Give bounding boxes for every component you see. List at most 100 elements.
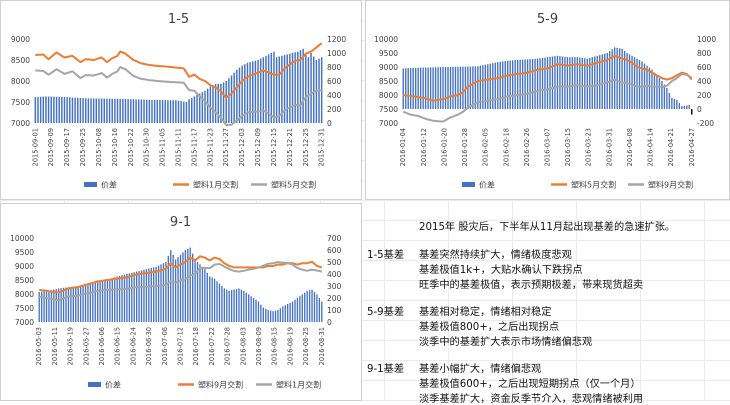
right-axis-tick-label: 600 xyxy=(327,246,342,255)
spread-bar xyxy=(159,99,161,123)
legend-label: 塑料1月交割 xyxy=(276,380,321,390)
spread-bar xyxy=(484,64,487,109)
x-axis-tick-label: 2016-05-03 xyxy=(35,327,43,365)
spread-bar xyxy=(150,268,152,322)
notes-line: 基差相对稳定，情绪相对稳定 xyxy=(419,307,552,318)
spread-bar xyxy=(492,63,494,109)
spread-bar xyxy=(66,97,68,123)
spread-bar xyxy=(666,88,668,109)
spread-bar xyxy=(170,250,172,322)
spread-bar xyxy=(509,60,511,109)
spread-bar xyxy=(477,66,479,109)
left-axis-tick-label: 9500 xyxy=(379,49,398,58)
x-axis-tick-label: 2015-09-25 xyxy=(79,128,87,166)
spread-bar xyxy=(164,100,166,123)
spread-bar xyxy=(596,55,598,109)
spread-bar xyxy=(174,259,177,322)
spread-bar xyxy=(79,98,82,123)
spread-bar xyxy=(100,98,103,123)
spread-bar xyxy=(469,66,472,109)
spread-bar xyxy=(656,75,658,109)
spread-bar xyxy=(111,278,113,322)
legend-label: 塑料5月交割 xyxy=(271,180,316,190)
spread-bar xyxy=(209,86,212,123)
spread-bar xyxy=(196,95,198,123)
x-axis-tick-label: 2016-08-19 xyxy=(286,327,294,365)
spread-bar xyxy=(209,276,211,322)
spread-bar xyxy=(564,56,566,109)
spread-bar xyxy=(133,272,135,322)
notes-line: 淡季中的基差扩大表示市场情绪偏悲观 xyxy=(419,337,593,348)
notes-line: 淡季基差扩大，资金反季节介入，悲观情绪被利用 xyxy=(419,394,644,405)
legend-label: 价差 xyxy=(101,180,117,190)
spread-bar xyxy=(185,102,188,123)
spread-bar xyxy=(156,99,159,123)
spread-bar xyxy=(179,254,182,322)
legend-swatch xyxy=(462,182,475,187)
spread-bar xyxy=(294,299,296,322)
spread-bar xyxy=(48,290,50,322)
spread-bar xyxy=(160,264,162,322)
spread-bar xyxy=(424,67,427,109)
spread-bar xyxy=(282,306,284,322)
spread-bar xyxy=(494,62,496,109)
spread-bar xyxy=(252,61,254,123)
spread-bar xyxy=(172,100,174,123)
spread-bar xyxy=(204,90,206,123)
x-axis-tick-label: 2016-02-18 xyxy=(502,128,510,166)
chart-panel-5-9: 5-9 7000 7500 8000 8500 9000 9500 10000 -200 0 200… xyxy=(365,0,730,200)
series-line xyxy=(35,66,322,127)
left-axis-tick-label: 7500 xyxy=(379,105,398,114)
spread-bar xyxy=(118,275,121,322)
spread-bar xyxy=(678,103,681,109)
right-axis-tick-label: 1000 xyxy=(327,49,346,58)
spread-bar xyxy=(442,67,444,109)
spread-bar xyxy=(539,58,541,109)
chart-title: 1-5 xyxy=(168,12,189,27)
series-line xyxy=(35,42,323,99)
spread-bar xyxy=(61,96,63,123)
left-axis-tick-label: 9000 xyxy=(379,63,398,72)
left-axis-tick-label: 7000 xyxy=(11,119,30,128)
spread-bar xyxy=(213,278,216,322)
spread-bar xyxy=(653,72,656,109)
spread-bar xyxy=(225,81,227,123)
spread-bar xyxy=(274,310,277,322)
spread-bar xyxy=(556,55,559,109)
spread-bar xyxy=(531,58,534,109)
spread-bar xyxy=(279,308,282,322)
spread-bar xyxy=(427,67,429,109)
spread-bar xyxy=(571,57,574,109)
spread-bar xyxy=(180,101,182,123)
x-axis-tick-label: 2016-08-03 xyxy=(239,327,247,365)
spread-bar xyxy=(167,256,169,322)
spread-bar xyxy=(212,85,214,123)
spread-bar xyxy=(109,279,111,322)
spread-bar xyxy=(245,292,247,322)
spread-bar xyxy=(123,274,126,322)
x-axis-tick-label: 2016-08-15 xyxy=(271,327,279,365)
spread-bar xyxy=(257,60,259,123)
notes-line: 旺季中的基差极值，表示预期极差，带来现货超卖 xyxy=(419,280,644,291)
spread-bar xyxy=(554,56,556,109)
right-axis-tick-label: 1200 xyxy=(327,35,346,44)
spread-bar xyxy=(262,57,265,124)
spread-bar xyxy=(211,277,213,322)
legend-label: 塑料9月交割 xyxy=(198,380,243,390)
x-axis-tick-label: 2015-10-22 xyxy=(127,128,135,166)
x-axis-tick-label: 2016-01-28 xyxy=(461,128,469,166)
spread-bar xyxy=(55,96,58,123)
right-axis-tick-label: 400 xyxy=(327,91,342,100)
right-axis-tick-label: 800 xyxy=(327,63,342,72)
spread-bar xyxy=(636,58,638,109)
notes-line: 基差极值800+，之后出现拐点 xyxy=(419,322,560,333)
spread-bar xyxy=(143,99,145,123)
spread-bar xyxy=(50,290,53,322)
spread-bar xyxy=(151,99,153,123)
spread-bar xyxy=(53,96,55,123)
spread-bar xyxy=(138,271,140,322)
spread-bar xyxy=(90,98,92,123)
spread-bar xyxy=(169,100,172,123)
spread-bar xyxy=(87,98,90,123)
spread-bar xyxy=(201,92,204,123)
